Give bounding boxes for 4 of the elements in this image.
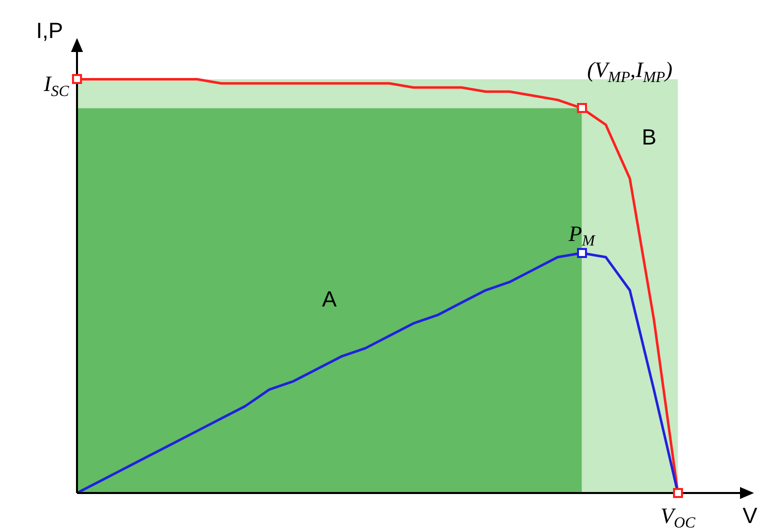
annotation: A (322, 286, 338, 312)
annotation: B (642, 124, 656, 150)
x-axis-title: V (742, 503, 758, 528)
y-axis-title: I,P (36, 18, 64, 44)
